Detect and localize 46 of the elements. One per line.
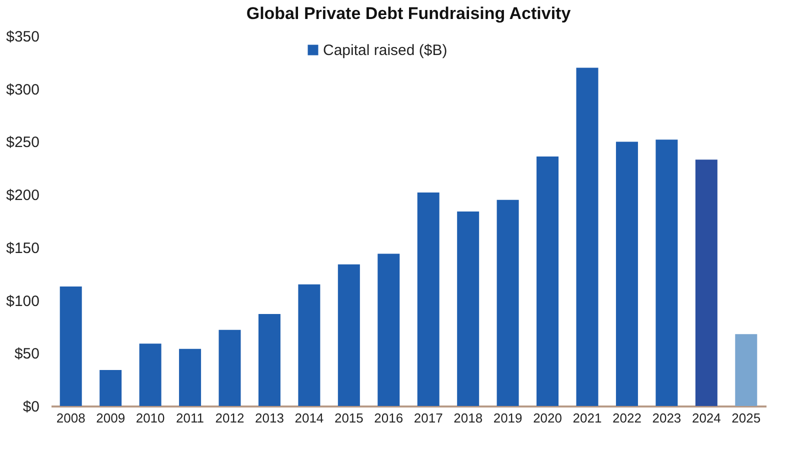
x-tick-label: 2008	[56, 410, 86, 426]
bar	[60, 286, 82, 406]
bar	[139, 344, 162, 406]
legend-label: Capital raised ($B)	[323, 42, 448, 59]
y-tick-label: $250	[6, 134, 40, 152]
x-tick-label: 2009	[96, 410, 126, 426]
bar	[576, 68, 598, 406]
y-tick-label: $300	[6, 81, 40, 98]
bar	[695, 160, 718, 406]
bar	[298, 284, 320, 406]
y-tick-label: $100	[6, 292, 40, 310]
bar	[258, 314, 280, 406]
bar	[338, 264, 360, 406]
x-tick-label: 2021	[572, 410, 602, 426]
x-tick-label: 2025	[732, 410, 761, 426]
x-tick-label: 2020	[533, 410, 562, 426]
bar	[179, 348, 202, 406]
bar	[218, 330, 241, 406]
y-tick-label: $350	[6, 28, 40, 46]
x-tick-label: 2018	[454, 410, 483, 426]
x-tick-label: 2024	[692, 410, 721, 426]
bar	[616, 142, 638, 406]
bar	[496, 200, 519, 406]
bar	[536, 156, 559, 406]
bar	[417, 192, 440, 406]
y-tick-label: $0	[22, 398, 40, 416]
y-tick-label: $200	[6, 187, 40, 204]
bar	[457, 211, 480, 406]
chart-title: Global Private Debt Fundraising Activity	[246, 4, 572, 23]
y-tick-label: $150	[6, 240, 40, 257]
x-tick-label: 2011	[176, 410, 204, 426]
x-tick-label: 2012	[215, 410, 244, 426]
x-tick-label: 2013	[255, 410, 284, 426]
x-tick-label: 2010	[136, 410, 165, 426]
bar	[100, 370, 122, 406]
y-tick-label: $50	[14, 346, 40, 363]
x-tick-label: 2015	[334, 410, 364, 426]
x-tick-label: 2023	[652, 410, 682, 426]
x-tick-label: 2022	[612, 410, 642, 426]
bar	[735, 334, 758, 406]
bar	[656, 140, 678, 406]
x-tick-label: 2019	[493, 410, 522, 426]
x-tick-label: 2014	[294, 410, 324, 426]
x-tick-label: 2016	[374, 410, 404, 426]
bar	[378, 254, 400, 406]
x-tick-label: 2017	[414, 410, 443, 426]
